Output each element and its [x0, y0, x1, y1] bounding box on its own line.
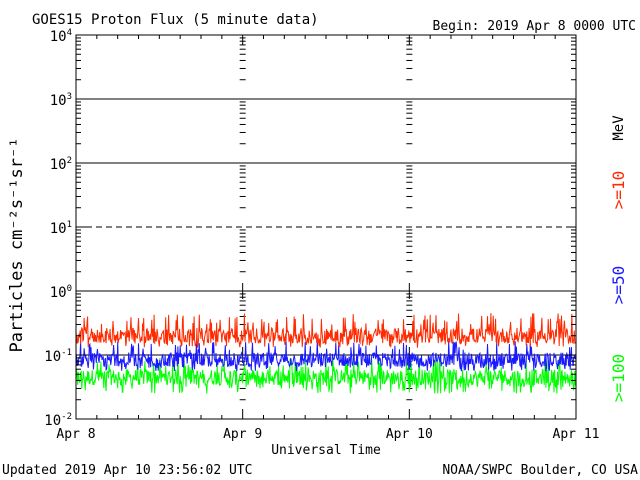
flux-series	[75, 313, 577, 394]
y-tick-labels: 104 103 102 101 100 10-1 10-2	[44, 28, 72, 429]
y-tick-label: 10-1	[44, 348, 72, 365]
source-credit: NOAA/SWPC Boulder, CO USA	[442, 463, 638, 478]
series-line	[75, 313, 577, 348]
x-tick-label: Apr 9	[223, 427, 262, 442]
day-divider-marks	[239, 37, 413, 401]
y-tick-label: 104	[50, 28, 72, 45]
legend-entry: >=50	[609, 266, 628, 305]
legend-entry: >=100	[609, 354, 628, 402]
updated-timestamp: Updated 2019 Apr 10 23:56:02 UTC	[2, 463, 252, 478]
x-tick-label: Apr 10	[386, 427, 433, 442]
plot-frame	[75, 34, 577, 420]
threshold-lines	[76, 98, 576, 356]
begin-label: Begin: 2019 Apr 8 0000 UTC	[433, 19, 637, 34]
x-tick-label: Apr 8	[56, 427, 95, 442]
x-tick-labels: Apr 8 Apr 9 Apr 10 Apr 11	[56, 427, 599, 442]
y-tick-label: 100	[50, 284, 72, 301]
y-tick-label: 10-2	[44, 412, 72, 429]
x-axis-title: Universal Time	[271, 443, 381, 458]
legend: MeV >=10 >=50 >=100	[609, 115, 628, 402]
x-tick-label: Apr 11	[553, 427, 600, 442]
y-tick-label: 103	[50, 92, 72, 109]
y-tick-label: 101	[50, 220, 72, 237]
y-axis-title: Particles cm⁻²s⁻¹sr⁻¹	[7, 138, 27, 353]
legend-entry: >=10	[609, 171, 628, 210]
series-line	[75, 340, 577, 372]
unit-label: MeV	[611, 115, 627, 141]
chart-title: GOES15 Proton Flux (5 minute data)	[32, 12, 319, 28]
y-tick-label: 102	[50, 156, 72, 173]
